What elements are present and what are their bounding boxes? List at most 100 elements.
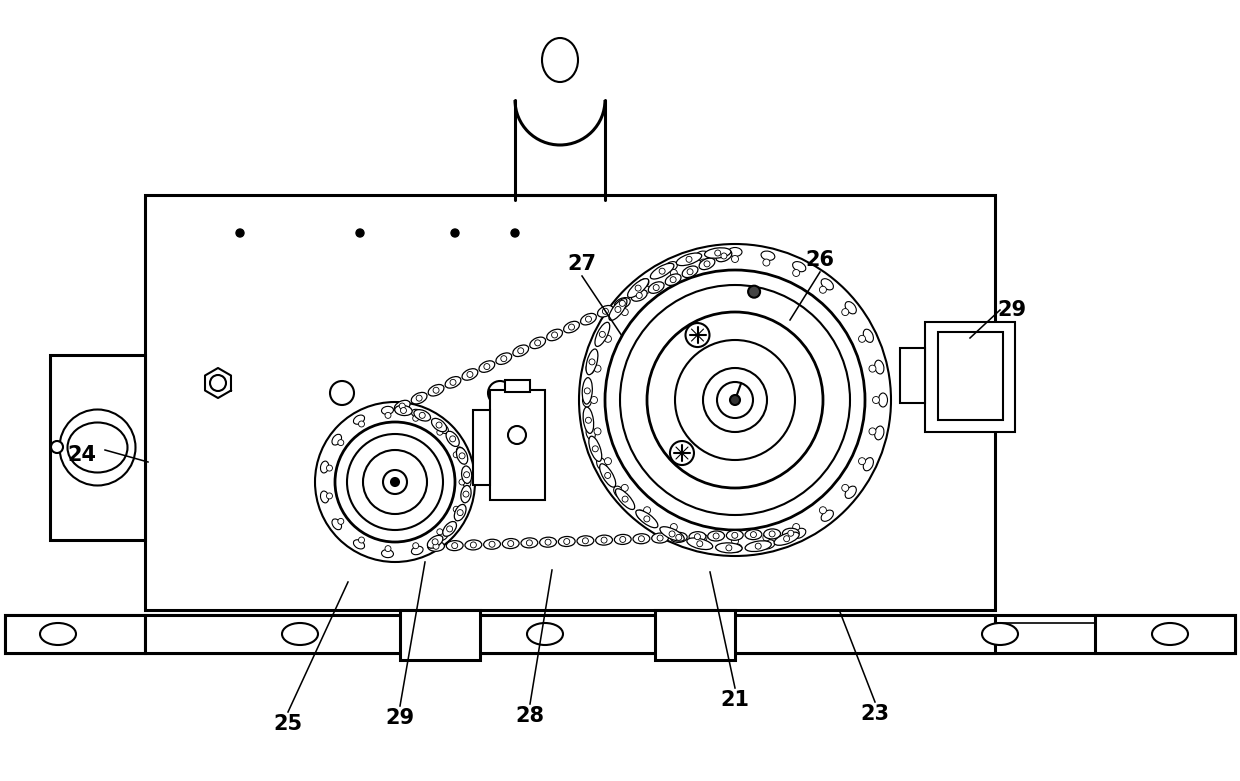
Ellipse shape [456,448,467,464]
Ellipse shape [465,540,482,550]
Ellipse shape [587,360,595,374]
Circle shape [335,422,455,542]
Ellipse shape [529,337,546,348]
Ellipse shape [1152,623,1188,645]
Circle shape [489,541,495,547]
Ellipse shape [636,510,658,528]
Ellipse shape [583,393,591,407]
Ellipse shape [412,392,427,404]
Circle shape [792,269,800,276]
Circle shape [730,395,740,405]
Circle shape [579,244,892,556]
Bar [937,332,1003,420]
Ellipse shape [665,528,677,538]
Circle shape [858,458,866,465]
Ellipse shape [728,544,742,552]
Circle shape [453,506,459,512]
Circle shape [784,536,790,542]
Ellipse shape [761,251,775,260]
Ellipse shape [671,533,687,542]
Ellipse shape [428,384,444,396]
Ellipse shape [412,546,423,555]
Ellipse shape [456,505,465,517]
Circle shape [518,348,523,354]
Ellipse shape [446,431,459,447]
Text: 27: 27 [568,254,596,274]
Ellipse shape [412,409,423,418]
Ellipse shape [461,466,471,483]
Bar [925,322,1016,432]
Circle shape [601,537,608,543]
Ellipse shape [650,263,673,279]
Ellipse shape [631,290,647,301]
Circle shape [210,375,226,391]
Circle shape [399,403,405,409]
Circle shape [621,484,629,491]
Ellipse shape [446,540,463,551]
Ellipse shape [676,253,702,266]
Ellipse shape [438,423,449,433]
Ellipse shape [456,447,465,458]
Circle shape [713,533,719,539]
Ellipse shape [353,415,365,424]
Ellipse shape [382,550,393,558]
Ellipse shape [577,536,594,546]
Text: 28: 28 [516,706,544,726]
Circle shape [647,312,823,488]
Circle shape [585,417,591,423]
Circle shape [347,434,443,530]
Circle shape [326,465,332,471]
Ellipse shape [764,529,780,539]
Circle shape [676,534,682,540]
Circle shape [604,458,611,465]
Circle shape [590,397,598,404]
Circle shape [501,355,507,362]
Ellipse shape [636,279,649,290]
Ellipse shape [332,519,341,530]
Bar [900,348,925,403]
Ellipse shape [513,345,528,356]
Ellipse shape [660,526,684,541]
Circle shape [330,381,353,405]
Ellipse shape [782,528,800,538]
Circle shape [546,539,551,545]
Circle shape [792,523,800,530]
Circle shape [620,537,626,543]
Circle shape [769,531,775,537]
Circle shape [384,546,391,551]
Circle shape [657,535,663,541]
Ellipse shape [382,406,393,415]
Circle shape [433,544,439,549]
Circle shape [315,402,475,562]
Circle shape [686,256,692,262]
Ellipse shape [614,534,631,544]
Ellipse shape [320,491,329,503]
Circle shape [51,441,63,453]
Circle shape [484,364,490,369]
Circle shape [621,308,629,316]
Circle shape [417,395,422,401]
Circle shape [701,259,707,266]
Ellipse shape [547,330,563,341]
Ellipse shape [696,540,709,549]
Ellipse shape [484,539,501,549]
Circle shape [584,388,590,394]
Ellipse shape [727,530,743,540]
Ellipse shape [704,248,730,259]
Circle shape [823,428,847,452]
Circle shape [583,538,589,544]
Text: 23: 23 [861,704,889,724]
Circle shape [383,470,407,494]
Ellipse shape [665,262,677,272]
Circle shape [605,270,866,530]
Ellipse shape [696,251,709,260]
Circle shape [697,540,703,547]
Ellipse shape [40,623,76,645]
Ellipse shape [527,623,563,645]
Circle shape [511,229,520,237]
Circle shape [842,308,848,316]
Ellipse shape [665,274,681,285]
Circle shape [363,450,427,514]
Bar [655,610,735,660]
Circle shape [686,323,709,347]
